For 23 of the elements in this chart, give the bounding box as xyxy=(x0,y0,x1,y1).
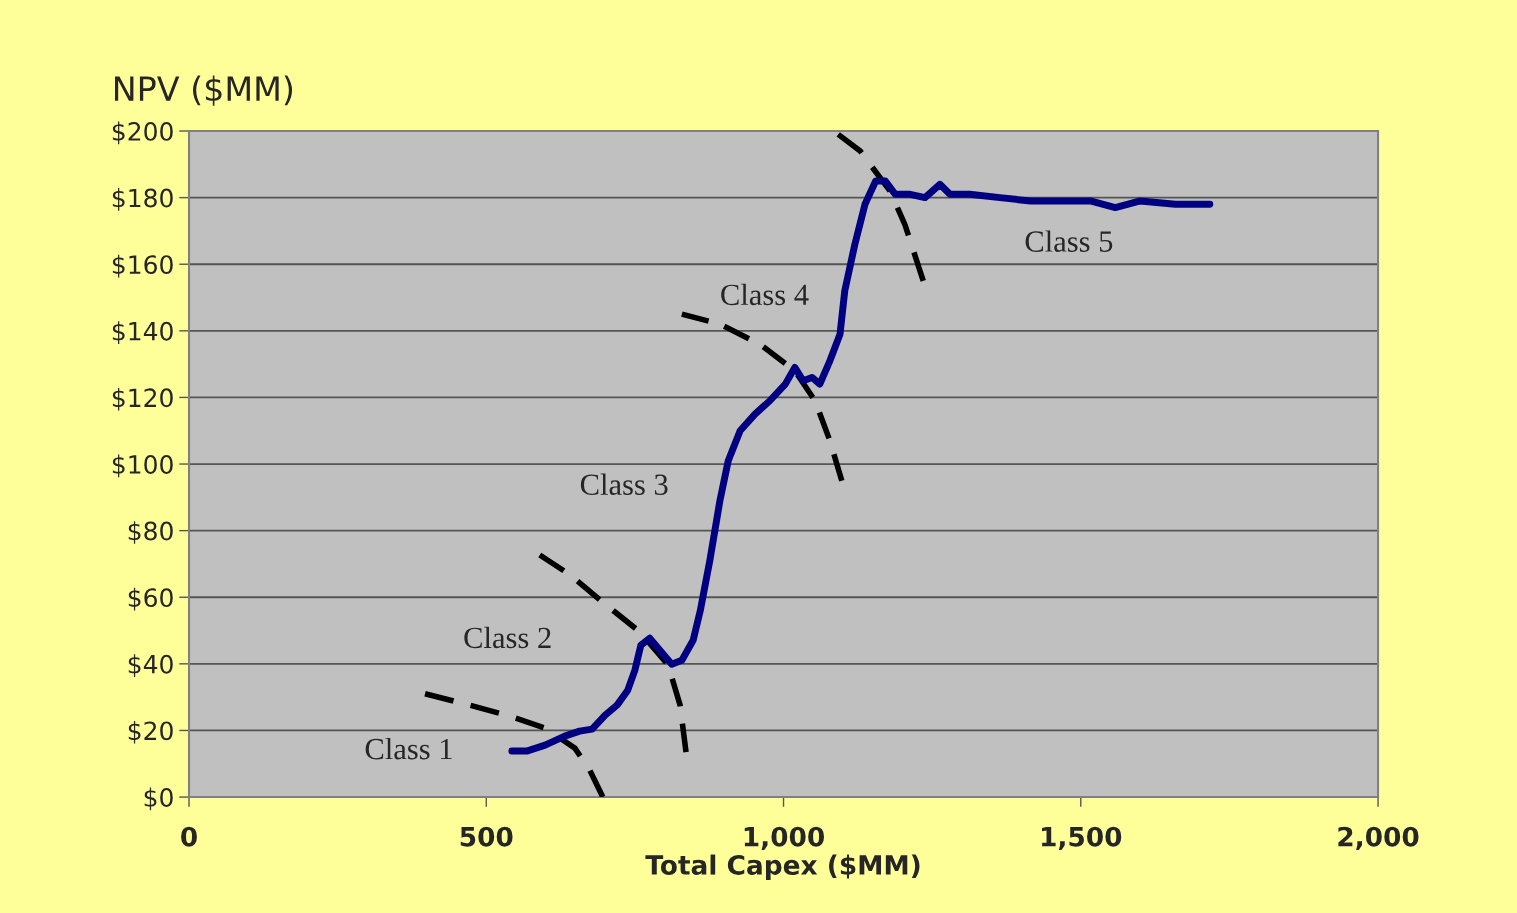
y-tick-label: $180 xyxy=(112,188,173,211)
y-tick-label: $60 xyxy=(128,587,173,611)
y-tick-label: $200 xyxy=(112,121,173,145)
y-axis-title: NPV ($MM) xyxy=(115,75,293,106)
annotation: Class 3 xyxy=(580,473,668,495)
y-tick-label: $40 xyxy=(128,654,173,678)
annotation: Class 5 xyxy=(1025,230,1113,252)
x-tick-label: 500 xyxy=(460,826,513,847)
x-tick-label: 1,000 xyxy=(744,826,824,851)
annotation: Class 1 xyxy=(365,737,452,760)
x-tick-label: 0 xyxy=(181,826,197,847)
y-tick-label: $120 xyxy=(112,387,173,411)
annotation: Class 4 xyxy=(721,283,809,306)
y-tick-label: $140 xyxy=(112,321,173,344)
x-axis-title: Total Capex ($MM) xyxy=(645,854,920,881)
annotation: Class 2 xyxy=(464,626,551,649)
y-tick-label: $100 xyxy=(112,454,173,478)
y-tick-label: $0 xyxy=(144,787,173,811)
y-tick-label: $160 xyxy=(112,254,173,278)
y-tick-label: $20 xyxy=(128,720,173,744)
x-tick-label: 2,000 xyxy=(1338,826,1419,851)
x-tick-label: 1,500 xyxy=(1042,826,1122,851)
y-tick-label: $80 xyxy=(128,521,173,544)
